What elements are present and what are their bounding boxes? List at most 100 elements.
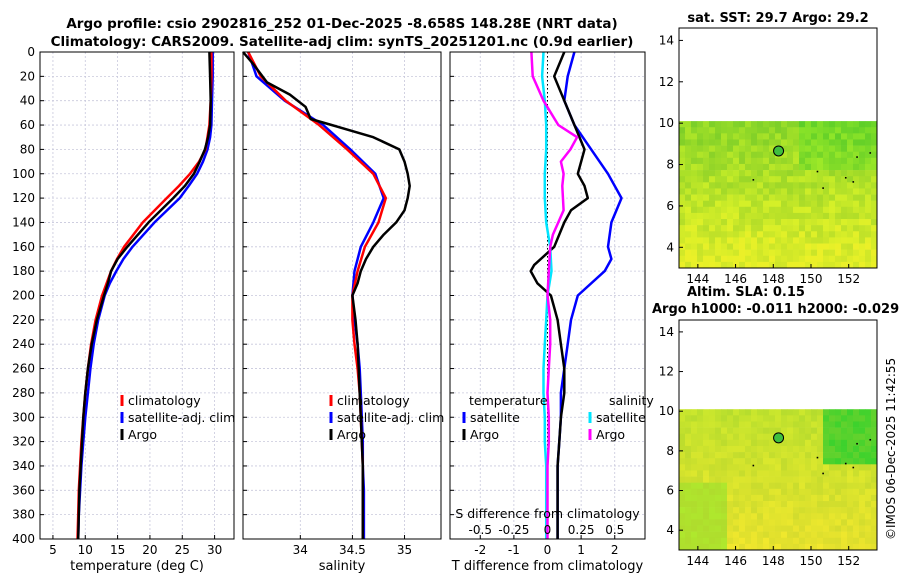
- sst-map-cell: [745, 261, 752, 269]
- sst-map-cell: [763, 225, 770, 232]
- sst-map-cell: [775, 176, 782, 183]
- sst-map-cell: [805, 139, 812, 146]
- sla-map-cell: [739, 433, 746, 441]
- sst-map-cell: [793, 157, 800, 165]
- sla-map-cell: [763, 470, 770, 477]
- sst-map-cell: [859, 206, 866, 214]
- sla-map-cell: [793, 433, 800, 441]
- sla-map-cell: [703, 543, 710, 551]
- sst-map-cell: [757, 225, 764, 232]
- sst-map-cell: [835, 188, 842, 195]
- sst-map-cell: [739, 170, 746, 177]
- sst-map-cell: [787, 121, 794, 128]
- sst-map-cell: [817, 261, 824, 269]
- sst-map-cell: [805, 170, 812, 177]
- sla-map-cell: [751, 513, 758, 520]
- sst-map-cell: [841, 261, 848, 269]
- sla-map-cell: [805, 519, 812, 526]
- sst-map-cell: [847, 145, 854, 153]
- sla-map-cell: [745, 494, 752, 502]
- sst-map-cell: [679, 237, 686, 244]
- sst-map-cell: [715, 243, 722, 250]
- sst-map-cell: [751, 139, 758, 146]
- sst-map-cell: [769, 219, 776, 226]
- sst-map-cell: [739, 133, 746, 140]
- sst-map-cell: [805, 133, 812, 140]
- sla-map-cell: [817, 409, 824, 416]
- diff-salinity-tick-label: 0.5: [605, 523, 624, 537]
- sla-map-cell: [835, 537, 842, 545]
- sla-map-cell: [799, 488, 806, 496]
- sla-map-cell: [775, 427, 782, 435]
- sst-map-cell: [847, 151, 854, 159]
- sla-map-cell: [835, 433, 842, 441]
- sla-map-cell: [757, 476, 764, 483]
- sla-map-cell: [769, 439, 776, 447]
- sst-map-cell: [715, 200, 722, 208]
- sla-map-cell: [703, 439, 710, 447]
- sst-map-cell: [811, 157, 818, 165]
- sst-map-cell: [733, 133, 740, 140]
- sst-map-cell: [805, 121, 812, 128]
- sst-map-cell: [709, 237, 716, 244]
- sst-map-cell: [691, 121, 698, 128]
- sla-map-cell: [841, 427, 848, 435]
- sla-map-cell: [703, 427, 710, 435]
- sst-map-cell: [823, 182, 830, 189]
- sst-map-cell: [799, 139, 806, 146]
- sla-map-cell: [691, 470, 698, 477]
- sla-map-cell: [745, 470, 752, 477]
- sla-map-cell: [757, 409, 764, 416]
- sla-map-cell: [835, 445, 842, 453]
- sla-map-cell: [799, 409, 806, 416]
- sla-map-cell: [787, 445, 794, 453]
- sla-map-cell: [733, 519, 740, 526]
- sla-map-cell: [853, 439, 860, 447]
- sst-map-cell: [745, 176, 752, 183]
- sla-map-cell: [823, 525, 830, 532]
- sla-map-cell: [745, 433, 752, 441]
- sst-map-cell: [811, 225, 818, 232]
- sst-map-cell: [781, 231, 788, 238]
- sla-map-cell: [781, 476, 788, 483]
- sst-map-cell: [865, 151, 872, 159]
- sla-map-cell: [823, 421, 830, 428]
- sla-map-cell: [787, 507, 794, 514]
- sla-map-cell: [751, 488, 758, 496]
- diff-legend-temp-label: Argo: [470, 427, 499, 442]
- sst-map-cell: [835, 249, 842, 257]
- sst-ytick-label: 12: [659, 75, 674, 89]
- temp-series-argo: [76, 51, 212, 540]
- sla-map-cell: [829, 470, 836, 477]
- sst-map-cell: [811, 231, 818, 238]
- sla-map-cell: [841, 525, 848, 532]
- sst-map-cell: [859, 249, 866, 257]
- sla-map-cell: [823, 519, 830, 526]
- sst-map-cell: [829, 133, 836, 140]
- sla-map-cell: [769, 525, 776, 532]
- sla-map-cell: [811, 427, 818, 435]
- sst-map-cell: [709, 182, 716, 189]
- sla-map-cell: [691, 507, 698, 514]
- sst-map-cell: [757, 237, 764, 244]
- sst-map-cell: [829, 139, 836, 146]
- sla-map-cell: [829, 433, 836, 441]
- sst-map-cell: [865, 182, 872, 189]
- sla-map-cell: [793, 470, 800, 477]
- sst-map-cell: [811, 151, 818, 159]
- sst-map-cell: [685, 194, 692, 201]
- sla-map-cell: [733, 470, 740, 477]
- sst-map-cell: [817, 219, 824, 226]
- sla-map-cell: [715, 439, 722, 447]
- sst-map-cell: [739, 206, 746, 214]
- sla-map-cell: [835, 525, 842, 532]
- sla-map-cell: [751, 445, 758, 453]
- sla-map-cell: [835, 531, 842, 539]
- sst-map-cell: [727, 225, 734, 232]
- sla-map-cell: [781, 519, 788, 526]
- sla-map-cell: [859, 439, 866, 447]
- sst-map-cell: [853, 139, 860, 146]
- sst-map-cell: [691, 127, 698, 134]
- diff-salinity-tick-label: -0.5: [469, 523, 492, 537]
- sst-map-cell: [799, 219, 806, 226]
